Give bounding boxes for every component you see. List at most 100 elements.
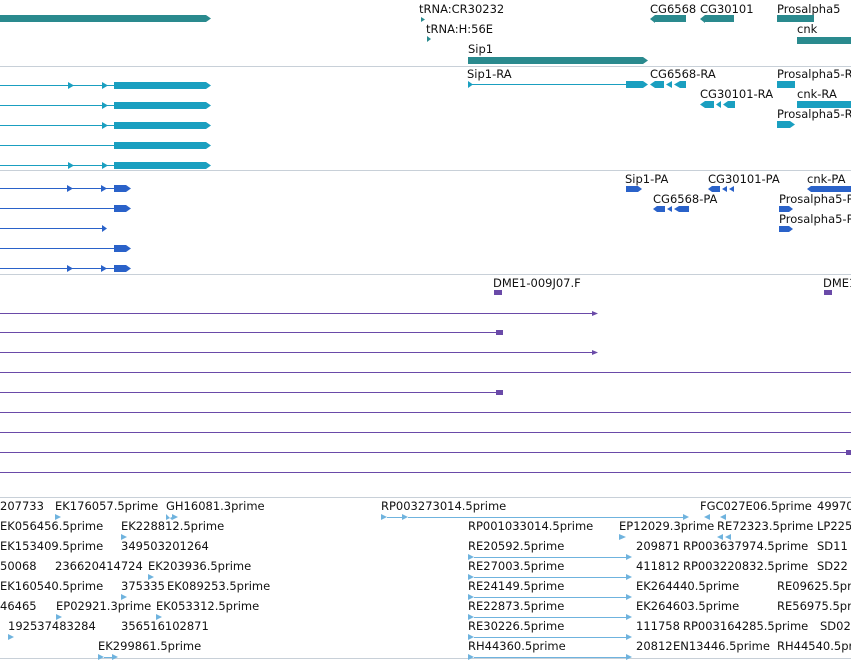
- gene-feature-cg30101[interactable]: [700, 15, 734, 23]
- est-label[interactable]: RE30226.5prime: [468, 619, 564, 633]
- transcript-feature-prosalpha5-rb[interactable]: [777, 121, 795, 128]
- est-label[interactable]: RE20592.5prime: [468, 539, 564, 553]
- est-label[interactable]: EK203936.5prime: [148, 559, 251, 573]
- gene-label-sip1[interactable]: Sip1: [468, 42, 493, 56]
- protein-feature-prosalpha5-pa[interactable]: [779, 206, 793, 212]
- est-label[interactable]: 236620414724: [55, 559, 143, 573]
- protein-label-cg6568-pa[interactable]: CG6568-PA: [653, 192, 718, 206]
- est-feature-re24149[interactable]: [468, 594, 632, 600]
- est-label[interactable]: 411812: [636, 559, 680, 573]
- est-label[interactable]: SD22: [817, 559, 848, 573]
- est-feature-re72323[interactable]: [717, 534, 731, 540]
- est-label[interactable]: RP001033014.5prime: [468, 519, 593, 533]
- est-feature-re27003[interactable]: [468, 574, 632, 580]
- protein-label-sip1-pa[interactable]: Sip1-PA: [625, 172, 668, 186]
- est-feature-ek299861[interactable]: [98, 654, 118, 660]
- est-label[interactable]: RH44360.5prime: [468, 639, 566, 653]
- transcript-feature-cg6568-ra[interactable]: [650, 81, 686, 88]
- est-label[interactable]: LP225: [817, 519, 851, 533]
- gene-label-trna-h56e[interactable]: tRNA:H:56E: [426, 22, 493, 36]
- est-label[interactable]: EK153409.5prime: [0, 539, 103, 553]
- est-marker[interactable]: [8, 634, 14, 640]
- transcript-label-cnk-ra[interactable]: cnk-RA: [797, 87, 837, 101]
- alignment-label-dme1-009j07-r[interactable]: DME1-009J07.R: [823, 276, 851, 290]
- est-label[interactable]: RE09625.5prime: [777, 579, 851, 593]
- gene-feature-prosalpha5[interactable]: [777, 15, 814, 22]
- est-marker[interactable]: [121, 534, 127, 540]
- est-marker[interactable]: [156, 614, 162, 620]
- alignment-label-dme1-009j07-f[interactable]: DME1-009J07.F: [493, 276, 581, 290]
- est-marker[interactable]: [55, 514, 61, 520]
- est-label[interactable]: EK089253.5prime: [167, 579, 270, 593]
- est-label[interactable]: EP12029.3prime: [619, 519, 714, 533]
- est-label[interactable]: EK176057.5prime: [55, 499, 158, 513]
- transcript-label-sip1-ra[interactable]: Sip1-RA: [467, 67, 512, 81]
- alignment-feature-dme1-009j07-f[interactable]: [494, 290, 502, 295]
- protein-left-3[interactable]: [0, 225, 107, 232]
- est-label[interactable]: 209871: [636, 539, 680, 553]
- est-label[interactable]: RE22873.5prime: [468, 599, 564, 613]
- alignment-row-3[interactable]: [0, 350, 598, 355]
- gene-feature-trna-h56e[interactable]: [427, 36, 431, 42]
- transcript-label-prosalpha5-rb[interactable]: Prosalpha5-RB: [777, 107, 851, 121]
- transcript-label-cg6568-ra[interactable]: CG6568-RA: [650, 67, 716, 81]
- est-feature-re20592[interactable]: [468, 554, 632, 560]
- est-label[interactable]: 349503201264: [121, 539, 209, 553]
- protein-left-1[interactable]: [0, 185, 131, 192]
- est-label[interactable]: RP003273014.5prime: [381, 499, 506, 513]
- est-label[interactable]: SD02: [820, 619, 851, 633]
- protein-feature-cg30101-pa[interactable]: [708, 186, 734, 192]
- est-label[interactable]: RE72323.5prime: [717, 519, 813, 533]
- est-label[interactable]: GH16081.3prime: [166, 499, 265, 513]
- est-marker[interactable]: [148, 574, 154, 580]
- protein-label-cnk-pa[interactable]: cnk-PA: [807, 172, 846, 186]
- gene-label-cg30101[interactable]: CG30101: [700, 2, 754, 16]
- transcript-left-5[interactable]: [0, 162, 211, 169]
- est-label[interactable]: EK228812.5prime: [121, 519, 224, 533]
- gene-feature-trna-cr30232[interactable]: [421, 17, 425, 22]
- est-label[interactable]: 111758: [636, 619, 680, 633]
- alignment-row-5[interactable]: [0, 390, 503, 395]
- gene-label-cg6568[interactable]: CG6568: [650, 2, 696, 16]
- est-feature-fgc027e06[interactable]: [704, 514, 726, 520]
- est-label[interactable]: RP003637974.5prime: [683, 539, 808, 553]
- protein-label-prosalpha5-pb[interactable]: Prosalpha5-PB: [779, 212, 851, 226]
- transcript-label-prosalpha5-ra[interactable]: Prosalpha5-RA: [777, 67, 851, 81]
- transcript-feature-cg30101-ra[interactable]: [700, 101, 735, 108]
- gene-label-prosalpha5[interactable]: Prosalpha5: [777, 2, 840, 16]
- est-label[interactable]: SD11: [817, 539, 848, 553]
- est-label[interactable]: RP003220832.5prime: [683, 559, 808, 573]
- gene-feature-sip1[interactable]: [468, 57, 648, 64]
- protein-left-2[interactable]: [0, 205, 131, 212]
- est-label[interactable]: EK264440.5prime: [636, 579, 739, 593]
- transcript-left-1[interactable]: [0, 82, 211, 89]
- alignment-row-2[interactable]: [0, 330, 503, 335]
- est-feature-re30226[interactable]: [468, 634, 632, 640]
- transcript-feature-cnk-ra[interactable]: [797, 101, 851, 108]
- est-label[interactable]: EK160540.5prime: [0, 579, 103, 593]
- transcript-label-cg30101-ra[interactable]: CG30101-RA: [700, 87, 773, 101]
- est-label[interactable]: RH44540.5prime: [777, 639, 851, 653]
- est-marker[interactable]: [121, 594, 127, 600]
- protein-feature-prosalpha5-pb[interactable]: [779, 226, 793, 232]
- est-label[interactable]: RP003164285.5prime: [683, 619, 808, 633]
- est-label[interactable]: 207733: [0, 499, 44, 513]
- protein-left-5[interactable]: [0, 265, 131, 272]
- protein-feature-cg6568-pa[interactable]: [653, 206, 689, 212]
- est-feature-rh44360[interactable]: [468, 654, 632, 660]
- transcript-feature-prosalpha5-ra[interactable]: [777, 81, 795, 88]
- protein-left-4[interactable]: [0, 245, 131, 252]
- est-feature-re22873[interactable]: [468, 614, 632, 620]
- gene-feature-left[interactable]: [0, 15, 211, 22]
- transcript-feature-sip1-ra[interactable]: [468, 81, 648, 88]
- gene-label-cnk[interactable]: cnk: [797, 22, 818, 36]
- est-marker[interactable]: [166, 514, 178, 520]
- alignment-row-1[interactable]: [0, 311, 598, 316]
- protein-label-prosalpha5-pa[interactable]: Prosalpha5-PA: [779, 192, 851, 206]
- est-label[interactable]: RE24149.5prime: [468, 579, 564, 593]
- transcript-left-2[interactable]: [0, 102, 211, 109]
- transcript-left-3[interactable]: [0, 122, 211, 129]
- gene-label-trna-cr30232[interactable]: tRNA:CR30232: [419, 2, 504, 16]
- est-label[interactable]: RE56975.5prime: [777, 599, 851, 613]
- gene-feature-cnk[interactable]: [797, 37, 851, 44]
